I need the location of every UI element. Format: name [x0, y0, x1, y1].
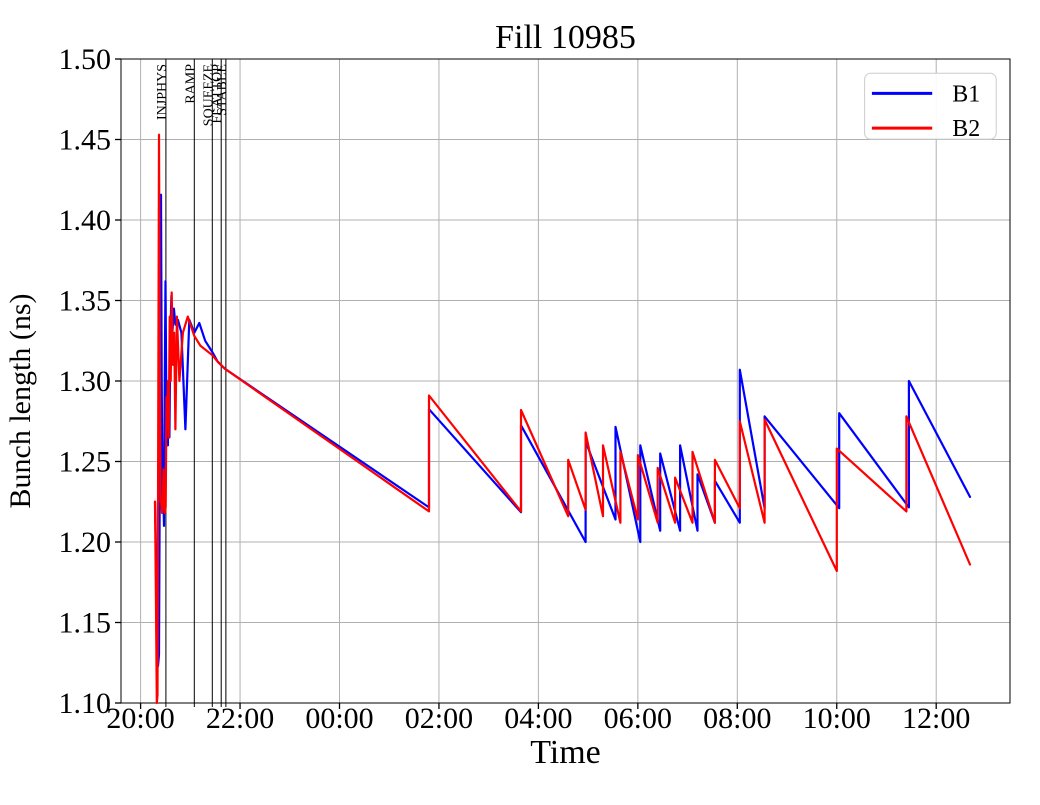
svg-text:Fill 10985: Fill 10985 [495, 19, 636, 56]
svg-text:1.35: 1.35 [59, 285, 112, 318]
svg-text:STABLE: STABLE [215, 64, 230, 116]
svg-text:Time: Time [530, 734, 601, 771]
svg-text:B1: B1 [952, 82, 980, 108]
svg-text:1.20: 1.20 [59, 526, 112, 559]
svg-text:1.40: 1.40 [59, 204, 112, 237]
svg-text:12:00: 12:00 [902, 702, 970, 735]
svg-text:1.15: 1.15 [59, 607, 112, 640]
svg-text:RAMP: RAMP [183, 64, 198, 104]
svg-text:INJPHYS: INJPHYS [155, 64, 170, 120]
svg-text:B2: B2 [952, 116, 980, 142]
svg-text:08:00: 08:00 [703, 702, 771, 735]
svg-text:1.30: 1.30 [59, 365, 112, 398]
svg-text:10:00: 10:00 [803, 702, 871, 735]
svg-text:06:00: 06:00 [604, 702, 672, 735]
svg-text:1.45: 1.45 [59, 124, 112, 157]
svg-text:1.50: 1.50 [59, 43, 112, 76]
svg-text:02:00: 02:00 [405, 702, 473, 735]
svg-text:Bunch length (ns): Bunch length (ns) [4, 294, 37, 509]
svg-text:1.25: 1.25 [59, 446, 112, 479]
svg-text:04:00: 04:00 [504, 702, 572, 735]
svg-text:20:00: 20:00 [106, 702, 174, 735]
svg-text:00:00: 00:00 [305, 702, 373, 735]
svg-text:22:00: 22:00 [206, 702, 274, 735]
svg-text:1.10: 1.10 [59, 687, 112, 720]
